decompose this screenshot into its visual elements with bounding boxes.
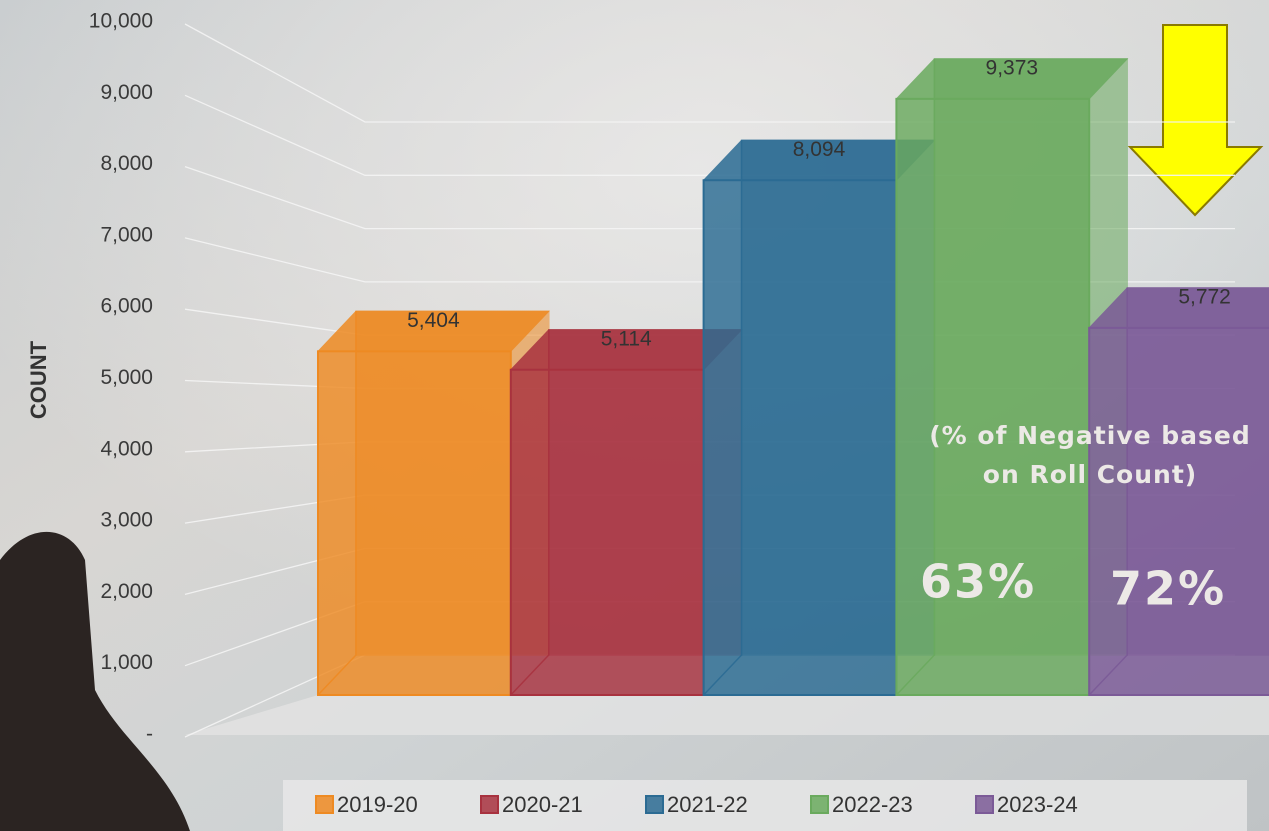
value-label: 5,772 (1178, 285, 1231, 308)
y-tick-label: 8,000 (100, 152, 153, 175)
y-tick-label: 3,000 (100, 509, 153, 532)
y-axis-label: COUNT (26, 340, 51, 419)
y-tick-label: 10,000 (89, 10, 153, 33)
bar (704, 180, 897, 695)
chart: COUNT - 1,000 2,000 3,000 4,000 5,000 6,000 7,0… (0, 0, 1269, 831)
legend-swatch (976, 796, 993, 813)
y-tick-label: - (146, 723, 153, 746)
y-tick-label: 2,000 (100, 580, 153, 603)
bar (318, 351, 511, 695)
y-tick-label: 5,000 (100, 366, 153, 389)
bar-group: 5,772 (1089, 285, 1269, 695)
value-label: 8,094 (793, 138, 846, 161)
legend-swatch (316, 796, 333, 813)
legend-label: 2019-20 (337, 792, 418, 817)
value-label: 9,373 (986, 56, 1039, 79)
annotation: on Roll Count) (983, 460, 1197, 489)
annotation: (% of Negative based (929, 421, 1251, 450)
value-label: 5,114 (601, 327, 652, 350)
y-tick-label: 6,000 (100, 295, 153, 318)
legend-label: 2023-24 (997, 792, 1078, 817)
bar (511, 370, 704, 695)
bar (1089, 328, 1269, 695)
value-label: 5,404 (407, 309, 460, 332)
annotation: 72% (1110, 562, 1226, 616)
legend-swatch (481, 796, 498, 813)
y-tick-label: 7,000 (100, 223, 153, 246)
legend-label: 2022-23 (832, 792, 913, 817)
y-tick-label: 9,000 (100, 81, 153, 104)
y-tick-label: 1,000 (100, 651, 153, 674)
legend-label: 2021-22 (667, 792, 748, 817)
legend-box (283, 780, 1247, 831)
legend-swatch (811, 796, 828, 813)
annotation: 63% (920, 555, 1036, 609)
floor (185, 695, 1269, 735)
page: {"chart_data": { "type": "bar", "y_label… (0, 0, 1269, 831)
legend-label: 2020-21 (502, 792, 583, 817)
y-tick-label: 4,000 (100, 437, 153, 460)
legend-swatch (646, 796, 663, 813)
